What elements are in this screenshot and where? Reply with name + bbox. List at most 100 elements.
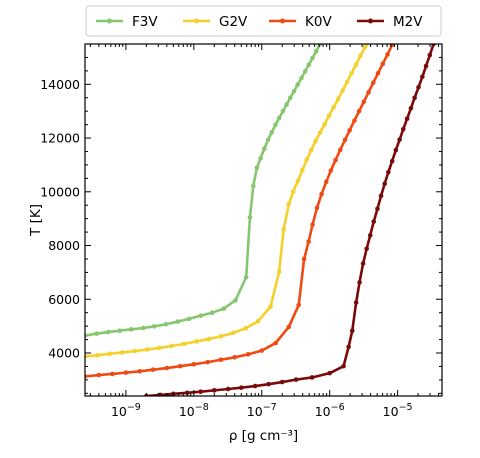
data-point-M2V-25	[382, 181, 387, 187]
data-point-F3V-32	[310, 55, 315, 61]
data-point-K0V-20	[314, 205, 320, 211]
data-point-K0V-15	[286, 324, 292, 330]
data-point-K0V-22	[323, 179, 329, 185]
data-point-F3V-14	[243, 274, 249, 280]
data-point-F3V-12	[221, 306, 226, 311]
y-tick-label: 6000	[48, 292, 80, 307]
legend-label-F3V: F3V	[132, 14, 158, 30]
data-point-F3V-11	[209, 310, 215, 316]
data-point-M2V-23	[375, 206, 380, 212]
legend-item-G2V: G2V	[183, 14, 248, 30]
data-point-M2V-30	[400, 126, 406, 132]
data-point-K0V-8	[191, 361, 197, 367]
x-tick-label-exponent: −7	[263, 402, 277, 413]
data-point-K0V-5	[150, 367, 156, 372]
data-point-F3V-30	[302, 69, 308, 74]
data-point-M2V-15	[346, 344, 351, 350]
data-point-G2V-30	[340, 88, 345, 93]
x-tick-label-base: 10	[179, 404, 195, 419]
data-point-G2V-27	[326, 113, 332, 119]
data-point-K0V-4	[137, 368, 143, 374]
data-point-G2V-18	[286, 201, 292, 207]
data-point-M2V-20	[364, 246, 369, 252]
data-point-G2V-34	[358, 53, 363, 59]
data-point-M2V-26	[386, 169, 391, 175]
data-point-M2V-27	[389, 158, 395, 164]
data-point-K0V-19	[310, 222, 315, 227]
data-point-F3V-3	[117, 328, 122, 334]
legend-item-K0V: K0V	[269, 14, 332, 30]
data-point-M2V-3	[184, 390, 190, 396]
x-tick-label-base: 10	[315, 404, 331, 419]
data-point-G2V-32	[349, 70, 354, 76]
legend-marker-M2V	[368, 18, 373, 24]
data-point-M2V-21	[367, 233, 373, 238]
data-point-G2V-3	[119, 350, 125, 355]
data-point-K0V-24	[333, 157, 338, 163]
data-point-G2V-7	[169, 343, 174, 349]
y-tick-label: 4000	[48, 346, 80, 361]
data-point-F3V-13	[233, 298, 238, 303]
data-point-F3V-8	[175, 319, 181, 324]
data-point-F3V-31	[306, 62, 312, 67]
data-point-M2V-7	[239, 385, 244, 390]
data-point-K0V-25	[337, 147, 343, 153]
data-point-K0V-11	[232, 355, 238, 360]
data-point-G2V-1	[95, 352, 100, 358]
data-point-F3V-18	[258, 155, 263, 161]
data-point-M2V-31	[404, 116, 410, 121]
data-point-G2V-16	[276, 269, 282, 275]
data-point-F3V-20	[265, 137, 271, 142]
data-point-F3V-21	[269, 130, 274, 135]
legend-label-K0V: K0V	[305, 14, 332, 30]
data-point-K0V-23	[328, 168, 334, 173]
data-point-F3V-29	[299, 75, 304, 81]
data-point-M2V-6	[225, 386, 231, 392]
data-point-K0V-9	[205, 359, 210, 365]
data-point-K0V-17	[301, 256, 307, 262]
data-point-G2V-9	[194, 339, 199, 344]
y-tick-label: 8000	[48, 238, 80, 253]
data-point-G2V-14	[255, 319, 261, 324]
data-point-G2V-26	[322, 122, 327, 127]
data-point-K0V-18	[306, 239, 311, 244]
data-point-K0V-14	[273, 340, 278, 346]
data-point-F3V-19	[262, 146, 267, 152]
x-tick-label: 10−8	[179, 402, 209, 419]
data-point-F3V-9	[186, 316, 192, 322]
data-point-G2V-28	[331, 105, 336, 110]
legend-label-G2V: G2V	[219, 14, 248, 30]
data-point-K0V-13	[259, 348, 265, 353]
data-point-M2V-16	[349, 328, 355, 334]
data-point-G2V-22	[304, 157, 310, 162]
data-point-M2V-13	[327, 370, 332, 376]
data-point-M2V-32	[408, 105, 414, 111]
x-tick-label: 10−9	[111, 402, 141, 419]
data-point-K0V-27	[347, 127, 353, 133]
data-point-M2V-22	[371, 219, 377, 224]
data-point-K0V-31	[366, 90, 371, 95]
data-point-M2V-34	[416, 84, 421, 90]
data-point-K0V-33	[375, 70, 381, 76]
x-tick-label-base: 10	[247, 404, 263, 419]
data-point-M2V-12	[309, 375, 315, 380]
plot-frame	[84, 43, 443, 397]
data-point-F3V-25	[284, 102, 289, 107]
y-tick-label: 10000	[40, 184, 80, 199]
data-point-K0V-21	[319, 191, 324, 197]
series-K0V	[85, 44, 395, 379]
data-point-G2V-21	[299, 167, 305, 173]
data-point-M2V-1	[157, 392, 163, 396]
data-point-M2V-5	[211, 388, 217, 393]
x-axis-label: ρ [g cm⁻³]	[229, 428, 298, 444]
data-point-G2V-33	[353, 62, 359, 67]
data-point-G2V-5	[144, 347, 150, 352]
x-tick-label-base: 10	[383, 404, 399, 419]
x-tick-label-exponent: −5	[399, 402, 413, 413]
data-point-G2V-11	[218, 334, 224, 339]
y-tick-label: 12000	[40, 131, 80, 146]
data-point-G2V-29	[335, 96, 341, 102]
x-tick-label-base: 10	[111, 404, 127, 419]
data-point-G2V-2	[107, 351, 113, 357]
